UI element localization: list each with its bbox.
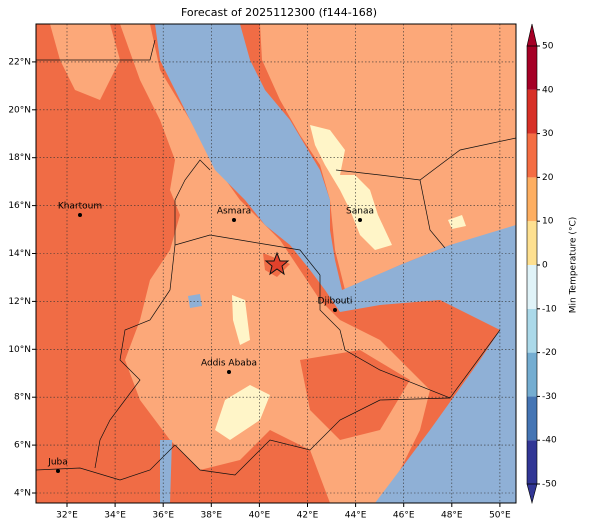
arabia-patch	[448, 215, 466, 229]
colorbar-tick-label: 40	[542, 85, 554, 95]
lat-label: 10°N	[8, 345, 31, 355]
lat-label: 6°N	[14, 441, 31, 451]
city-dot	[232, 218, 236, 222]
colorbar-band	[527, 221, 537, 265]
border	[174, 159, 211, 245]
eth-patch	[232, 295, 250, 345]
city-label: Sanaa	[346, 207, 374, 217]
colorbar-extend	[526, 483, 538, 505]
lat-label: 14°N	[8, 249, 31, 259]
city-label: Addis Ababa	[201, 359, 257, 369]
map-frame	[35, 23, 517, 504]
colorbar-tick-label: -30	[542, 392, 557, 402]
colorbar-band	[527, 352, 537, 397]
colorbar-tick-label: -20	[542, 348, 557, 358]
lon-label: 36°E	[152, 511, 174, 521]
city-dot	[358, 218, 362, 222]
ogaden	[300, 350, 410, 440]
yemen-highland	[310, 125, 392, 250]
colorbar-tick-label: 20	[542, 173, 554, 183]
city-dot	[333, 308, 337, 312]
colorbar-band	[527, 89, 537, 134]
cities: Khartoum Asmara Sanaa Djibouti Addis Ababa Ju…	[47, 202, 374, 473]
border	[36, 39, 156, 61]
lon-label: 42°E	[297, 511, 319, 521]
border	[174, 234, 321, 276]
lat-label: 4°N	[14, 489, 31, 499]
lon-label: 48°E	[441, 511, 463, 521]
colorbar-tick-label: -10	[542, 304, 557, 314]
colorbar-extend	[526, 23, 538, 47]
lon-label: 38°E	[200, 511, 222, 521]
colorbar-tick-label: 30	[542, 129, 554, 139]
lake	[188, 294, 202, 308]
border	[419, 179, 446, 249]
city-dot	[227, 370, 231, 374]
colorbar-band	[527, 133, 537, 178]
colorbar-band	[527, 308, 537, 353]
lat-label: 16°N	[8, 201, 31, 211]
lat-label: 8°N	[14, 393, 31, 403]
graticule	[32, 24, 516, 507]
colorbar-label: Min Temperature (°C)	[569, 217, 579, 314]
colorbar-band	[527, 396, 537, 441]
colorbar: 50 40 30 20 10 0 -10 -20 -30 -40 -50	[526, 23, 557, 505]
city-label: Djibouti	[318, 297, 353, 307]
border	[36, 397, 451, 481]
lat-label: 18°N	[8, 153, 31, 163]
sea	[155, 24, 516, 503]
colorbar-tick-label: 0	[542, 261, 548, 271]
lat-label: 20°N	[8, 105, 31, 115]
eth-patch	[215, 385, 270, 440]
colorbar-band	[527, 440, 537, 484]
lon-label: 46°E	[393, 511, 415, 521]
border	[319, 275, 501, 399]
lon-label: 44°E	[345, 511, 367, 521]
city-label: Khartoum	[58, 202, 102, 212]
city-dot	[56, 469, 60, 473]
lon-label: 40°E	[249, 511, 271, 521]
title: Forecast of 2025112300 (f144-168)	[181, 6, 377, 19]
colorbar-tick-label: -40	[542, 436, 557, 446]
lon-label: 32°E	[56, 511, 78, 521]
lat-label: 22°N	[8, 57, 31, 67]
colorbar-tick-label: -50	[542, 480, 557, 490]
lon-label: 50°E	[489, 511, 511, 521]
city-label: Asmara	[217, 207, 251, 217]
city-label: Juba	[47, 458, 68, 468]
colorbar-band	[527, 46, 537, 90]
lon-label: 34°E	[104, 511, 126, 521]
border	[94, 244, 176, 469]
colorbar-band	[527, 265, 537, 309]
target-star	[264, 251, 290, 276]
lat-label: 12°N	[8, 297, 31, 307]
colorbar-band	[527, 177, 537, 222]
city-dot	[78, 213, 82, 217]
colorbar-tick-label: 50	[542, 42, 554, 52]
colorbar-tick-label: 10	[542, 217, 554, 227]
